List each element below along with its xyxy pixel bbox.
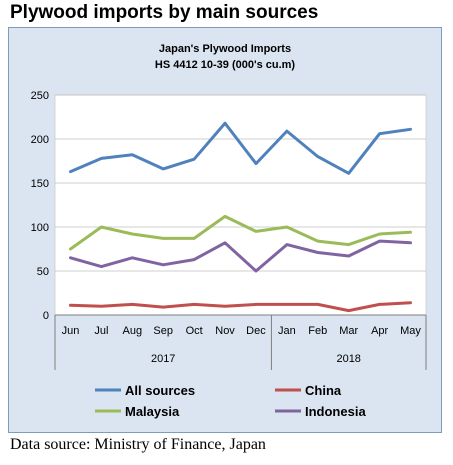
y-tick-label: 100 [31, 222, 49, 234]
data-source-note: Data source: Ministry of Finance, Japan [10, 436, 266, 453]
page-heading: Plywood imports by main sources [10, 2, 319, 23]
year-group-label: 2018 [336, 353, 360, 365]
plot-area [54, 94, 427, 316]
x-tick-label: Jul [94, 325, 108, 337]
x-tick-label: Sep [153, 325, 173, 337]
legend-label-indonesia: Indonesia [305, 404, 366, 419]
x-tick-label: Apr [371, 325, 388, 337]
y-tick-label: 50 [37, 266, 49, 278]
x-tick-label: Dec [246, 325, 266, 337]
series-line-all-sources [69, 121, 412, 175]
y-tick-label: 200 [31, 134, 49, 146]
x-tick-label: Jan [278, 325, 296, 337]
series-lines [69, 121, 412, 313]
series-line-malaysia [69, 214, 412, 251]
x-tick-label: Jun [62, 325, 80, 337]
x-tick-label: Aug [123, 325, 143, 337]
x-tick-label: Oct [186, 325, 203, 337]
axes: 0 50 100 150 200 250 Jun Jul Aug Sep Oct Nov Dec Jan F… [31, 90, 427, 370]
legend: All sources China Malaysia Indonesia [95, 383, 366, 419]
x-tick-label: Feb [308, 325, 327, 337]
chart-frame: Japan's Plywood Imports HS 4412 10-39 (0… [8, 27, 442, 433]
x-tick-label: Mar [339, 325, 358, 337]
legend-label-malaysia: Malaysia [125, 404, 180, 419]
y-tick-label: 150 [31, 178, 49, 190]
line-chart: Japan's Plywood Imports HS 4412 10-39 (0… [31, 43, 427, 419]
y-tick-label: 250 [31, 90, 49, 102]
chart-subtitle: HS 4412 10-39 (000's cu.m) [155, 59, 296, 71]
legend-label-china: China [305, 383, 342, 398]
series-line-china [69, 301, 412, 313]
series-line-indonesia [69, 239, 412, 273]
legend-label-all-sources: All sources [125, 383, 195, 398]
x-tick-label: Nov [215, 325, 235, 337]
chart-title: Japan's Plywood Imports [159, 43, 291, 55]
y-tick-label: 0 [43, 310, 49, 322]
x-tick-label: May [400, 325, 421, 337]
year-group-label: 2017 [151, 353, 175, 365]
